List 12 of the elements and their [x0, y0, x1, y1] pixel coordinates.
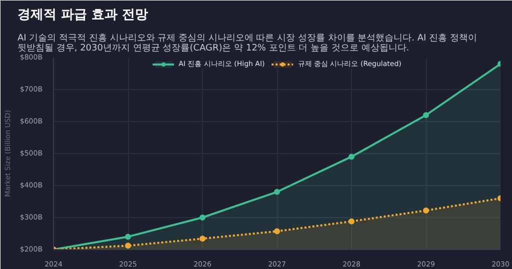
chart-title: 경제적 파급 효과 전망 [18, 8, 148, 22]
point [348, 154, 354, 160]
point [274, 228, 280, 234]
point [200, 214, 206, 220]
point [423, 112, 429, 118]
chart-subtitle: AI 기술의 적극적 진흥 시나리오와 규제 중심의 시나리오에 따른 시장 성장률 차이를 분석했습니다. AI 진흥 정책이 뒷받침될 경우, 2030년까지 연평균 성장률(CAGR)은 약 12% 포인트 더 높을 것으로 예상됩니다. [18, 34, 477, 54]
point [125, 234, 131, 240]
point [274, 188, 280, 195]
point [200, 236, 206, 242]
point [423, 207, 429, 214]
point [125, 242, 131, 249]
point [348, 218, 354, 224]
